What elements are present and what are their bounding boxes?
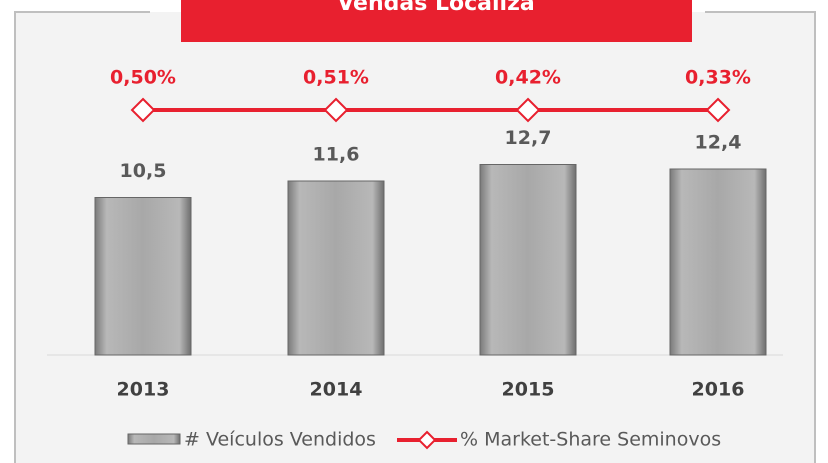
bar (669, 168, 767, 356)
x-tick-label: 2013 (117, 379, 170, 401)
bar (479, 164, 577, 356)
x-tick-label: 2015 (502, 379, 555, 401)
line-marker (515, 97, 541, 123)
data-label: 0,50% (110, 67, 176, 89)
data-label: 0,33% (685, 67, 751, 89)
legend-swatch (417, 430, 437, 450)
frame (14, 11, 816, 463)
x-tick-label: 2014 (310, 379, 363, 401)
x-tick-label: 2016 (692, 379, 745, 401)
bar (287, 180, 385, 356)
line-marker (705, 97, 731, 123)
bar (94, 197, 192, 356)
data-label: 12,7 (505, 127, 552, 149)
data-label: 12,4 (695, 132, 742, 154)
data-label: 0,51% (303, 67, 369, 89)
line-marker (323, 97, 349, 123)
data-label: 10,5 (120, 160, 167, 182)
title-box (181, 0, 692, 42)
data-label: 11,6 (313, 144, 360, 166)
legend-label: % Market-Share Seminovos (460, 429, 721, 451)
legend-swatch (127, 433, 181, 445)
data-label: 0,42% (495, 67, 561, 89)
legend-label: # Veículos Vendidos (184, 429, 376, 451)
chart-title: Vendas Localiza (337, 0, 535, 16)
line-marker (130, 97, 156, 123)
